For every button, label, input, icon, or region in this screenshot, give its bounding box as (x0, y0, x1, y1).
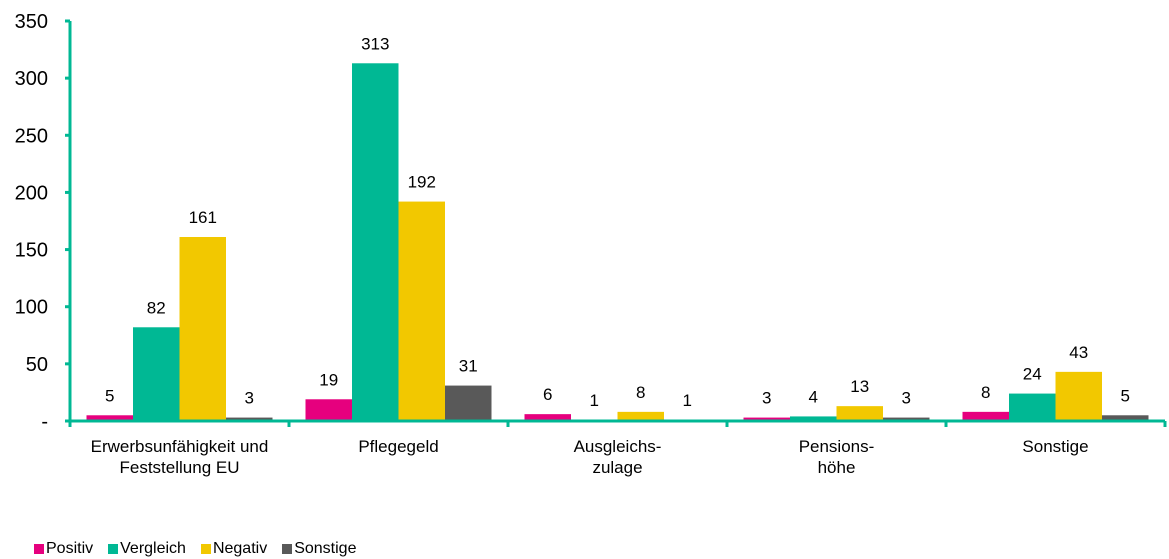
data-label: 8 (636, 383, 645, 402)
data-label: 4 (809, 387, 818, 406)
bar-negativ-2 (617, 411, 664, 421)
data-label: 8 (981, 383, 990, 402)
bar-positiv-0 (86, 415, 133, 421)
data-label: 19 (319, 370, 338, 389)
data-label: 5 (105, 386, 114, 405)
bar-sonstige-0 (226, 417, 273, 421)
legend-swatch (200, 544, 211, 554)
data-label: 1 (683, 391, 692, 410)
bar-negativ-1 (398, 201, 445, 421)
bar-negativ-0 (179, 237, 226, 421)
data-label: 6 (543, 385, 552, 404)
data-label: 13 (850, 377, 869, 396)
axes-group (65, 19, 1167, 427)
category-label: Pensions- (799, 437, 875, 456)
data-label: 3 (762, 389, 771, 408)
legend-item-negativ: Negativ (200, 540, 268, 558)
bar-vergleich-4 (1009, 393, 1056, 421)
data-label: 161 (189, 208, 217, 227)
legend-label: Negativ (212, 540, 268, 557)
category-label: zulage (592, 458, 642, 477)
legend-item-vergleich: Vergleich (108, 540, 186, 558)
bar-positiv-1 (305, 399, 352, 421)
data-label: 82 (147, 298, 166, 317)
bar-positiv-2 (524, 414, 571, 421)
category-label: Pflegegeld (358, 437, 438, 456)
legend-swatch (108, 544, 119, 554)
data-label: 192 (408, 173, 436, 192)
category-label: Feststellung EU (120, 458, 240, 477)
data-label: 3 (902, 389, 911, 408)
bar-vergleich-0 (133, 327, 180, 421)
category-label: Sonstige (1022, 437, 1088, 456)
bar-positiv-4 (962, 411, 1009, 421)
y-tick-label: 100 (15, 297, 48, 319)
category-labels: Erwerbsunfähigkeit und Feststellung EU Pfl… (91, 437, 1089, 477)
y-tick-label: 300 (15, 68, 48, 90)
legend-label: Sonstige (294, 540, 357, 557)
y-tick-label: 250 (15, 125, 48, 147)
category-label: Ausgleichs- (574, 437, 662, 456)
legend: Positiv Vergleich Negativ Sonstige (34, 540, 371, 558)
y-tick-label: 350 (15, 11, 48, 33)
legend-item-positiv: Positiv (34, 540, 93, 558)
data-label: 24 (1023, 365, 1042, 384)
bar-positiv-3 (743, 417, 790, 421)
bar-sonstige-3 (883, 417, 930, 421)
bar-negativ-3 (836, 406, 883, 421)
bar-vergleich-1 (352, 63, 399, 422)
category-label: höhe (818, 458, 856, 477)
y-tick-label: - (41, 411, 48, 433)
bar-vergleich-3 (790, 416, 837, 421)
legend-item-sonstige: Sonstige (282, 540, 356, 558)
bar-sonstige-1 (445, 385, 492, 421)
data-label: 5 (1121, 386, 1130, 405)
y-tick-label: 50 (26, 354, 48, 376)
bar-negativ-4 (1055, 371, 1102, 421)
data-label: 313 (361, 34, 389, 53)
bar-sonstige-4 (1102, 415, 1149, 421)
y-tick-label: 200 (15, 182, 48, 204)
y-tick-labels: - 50 100 150 200 250 300 350 (15, 11, 48, 433)
legend-swatch (34, 544, 44, 554)
data-label: 3 (245, 389, 254, 408)
data-label: 43 (1069, 343, 1088, 362)
data-label: 31 (459, 357, 478, 376)
y-tick-label: 150 (15, 240, 48, 262)
category-label: Erwerbsunfähigkeit und (91, 437, 269, 456)
legend-label: Vergleich (120, 540, 186, 557)
legend-label: Positiv (46, 540, 94, 557)
data-label: 1 (590, 391, 599, 410)
legend-swatch (282, 544, 293, 554)
bars-group (86, 63, 1149, 422)
